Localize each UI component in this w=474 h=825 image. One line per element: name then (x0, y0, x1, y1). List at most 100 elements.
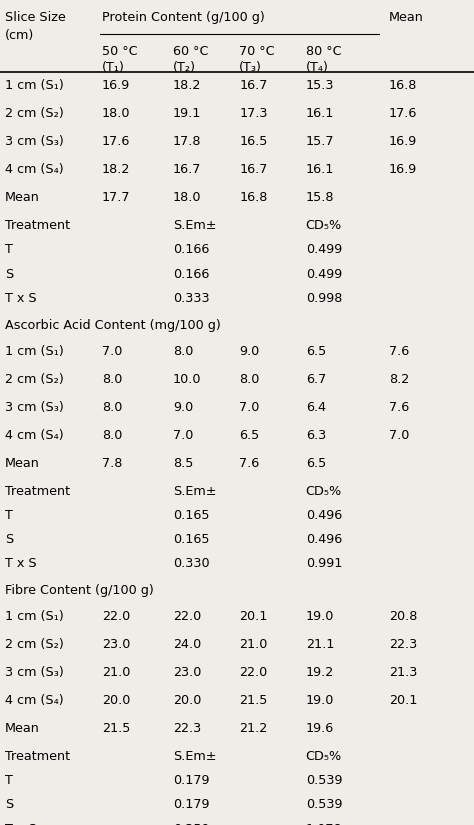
Text: 19.0: 19.0 (306, 694, 334, 707)
Text: Treatment: Treatment (5, 219, 70, 233)
Text: (T₁): (T₁) (102, 61, 125, 74)
Text: 22.0: 22.0 (239, 666, 268, 679)
Text: 7.0: 7.0 (239, 401, 260, 413)
Text: 22.3: 22.3 (173, 722, 201, 735)
Text: 16.7: 16.7 (239, 163, 268, 177)
Text: 0.539: 0.539 (306, 774, 342, 787)
Text: 22.3: 22.3 (389, 639, 417, 651)
Text: 0.166: 0.166 (173, 243, 210, 257)
Text: 16.1: 16.1 (306, 107, 334, 120)
Text: T x S: T x S (5, 292, 36, 305)
Text: 0.496: 0.496 (306, 533, 342, 546)
Text: (T₄): (T₄) (306, 61, 328, 74)
Text: 50 °C: 50 °C (102, 45, 137, 58)
Text: 80 °C: 80 °C (306, 45, 341, 58)
Text: 3 cm (S₃): 3 cm (S₃) (5, 135, 64, 148)
Text: Ascorbic Acid Content (mg/100 g): Ascorbic Acid Content (mg/100 g) (5, 319, 220, 332)
Text: 19.6: 19.6 (306, 722, 334, 735)
Text: CD₅%: CD₅% (306, 750, 342, 763)
Text: Mean: Mean (5, 191, 40, 205)
Text: 19.0: 19.0 (306, 610, 334, 623)
Text: 19.2: 19.2 (306, 666, 334, 679)
Text: 0.991: 0.991 (306, 557, 342, 570)
Text: 7.8: 7.8 (102, 457, 122, 469)
Text: 0.499: 0.499 (306, 267, 342, 280)
Text: 21.5: 21.5 (102, 722, 130, 735)
Text: 23.0: 23.0 (173, 666, 201, 679)
Text: 23.0: 23.0 (102, 639, 130, 651)
Text: 20.1: 20.1 (389, 694, 417, 707)
Text: (cm): (cm) (5, 30, 34, 43)
Text: 7.0: 7.0 (389, 429, 409, 441)
Text: 21.0: 21.0 (102, 666, 130, 679)
Text: 0.330: 0.330 (173, 557, 210, 570)
Text: 0.165: 0.165 (173, 533, 210, 546)
Text: 16.9: 16.9 (389, 135, 417, 148)
Text: 9.0: 9.0 (173, 401, 193, 413)
Text: Treatment: Treatment (5, 484, 70, 497)
Text: 16.1: 16.1 (306, 163, 334, 177)
Text: 15.8: 15.8 (306, 191, 334, 205)
Text: 21.1: 21.1 (306, 639, 334, 651)
Text: 0.179: 0.179 (173, 774, 210, 787)
Text: 10.0: 10.0 (173, 373, 201, 386)
Text: 7.6: 7.6 (389, 401, 409, 413)
Text: 17.3: 17.3 (239, 107, 268, 120)
Text: 22.0: 22.0 (173, 610, 201, 623)
Text: 17.6: 17.6 (102, 135, 130, 148)
Text: 2 cm (S₂): 2 cm (S₂) (5, 107, 64, 120)
Text: 0.333: 0.333 (173, 292, 210, 305)
Text: 4 cm (S₄): 4 cm (S₄) (5, 694, 64, 707)
Text: Fibre Content (g/100 g): Fibre Content (g/100 g) (5, 584, 154, 597)
Text: 0.179: 0.179 (173, 799, 210, 812)
Text: 1 cm (S₁): 1 cm (S₁) (5, 79, 64, 92)
Text: 3 cm (S₃): 3 cm (S₃) (5, 401, 64, 413)
Text: 6.4: 6.4 (306, 401, 326, 413)
Text: 20.8: 20.8 (389, 610, 417, 623)
Text: 7.0: 7.0 (173, 429, 193, 441)
Text: 24.0: 24.0 (173, 639, 201, 651)
Text: 6.5: 6.5 (239, 429, 260, 441)
Text: 4 cm (S₄): 4 cm (S₄) (5, 163, 64, 177)
Text: 0.165: 0.165 (173, 509, 210, 522)
Text: 21.2: 21.2 (239, 722, 268, 735)
Text: S.Em±: S.Em± (173, 484, 217, 497)
Text: (T₃): (T₃) (239, 61, 262, 74)
Text: 15.7: 15.7 (306, 135, 334, 148)
Text: 8.2: 8.2 (389, 373, 409, 386)
Text: 70 °C: 70 °C (239, 45, 275, 58)
Text: 2 cm (S₂): 2 cm (S₂) (5, 639, 64, 651)
Text: 20.0: 20.0 (173, 694, 201, 707)
Text: Treatment: Treatment (5, 750, 70, 763)
Text: 6.5: 6.5 (306, 457, 326, 469)
Text: 7.6: 7.6 (239, 457, 260, 469)
Text: T: T (5, 243, 13, 257)
Text: 22.0: 22.0 (102, 610, 130, 623)
Text: Mean: Mean (5, 457, 40, 469)
Text: 8.0: 8.0 (239, 373, 260, 386)
Text: 6.3: 6.3 (306, 429, 326, 441)
Text: S.Em±: S.Em± (173, 219, 217, 233)
Text: Mean: Mean (389, 12, 424, 25)
Text: 19.1: 19.1 (173, 107, 201, 120)
Text: 60 °C: 60 °C (173, 45, 209, 58)
Text: CD₅%: CD₅% (306, 219, 342, 233)
Text: 16.8: 16.8 (389, 79, 417, 92)
Text: 1 cm (S₁): 1 cm (S₁) (5, 345, 64, 358)
Text: 17.6: 17.6 (389, 107, 417, 120)
Text: 2 cm (S₂): 2 cm (S₂) (5, 373, 64, 386)
Text: 9.0: 9.0 (239, 345, 260, 358)
Text: T x S: T x S (5, 823, 36, 825)
Text: T: T (5, 774, 13, 787)
Text: 0.998: 0.998 (306, 292, 342, 305)
Text: 8.0: 8.0 (102, 401, 122, 413)
Text: 3 cm (S₃): 3 cm (S₃) (5, 666, 64, 679)
Text: 1.078: 1.078 (306, 823, 342, 825)
Text: 18.0: 18.0 (102, 107, 130, 120)
Text: 21.0: 21.0 (239, 639, 268, 651)
Text: S: S (5, 267, 13, 280)
Text: 8.0: 8.0 (173, 345, 193, 358)
Text: S: S (5, 799, 13, 812)
Text: 18.0: 18.0 (173, 191, 201, 205)
Text: 6.7: 6.7 (306, 373, 326, 386)
